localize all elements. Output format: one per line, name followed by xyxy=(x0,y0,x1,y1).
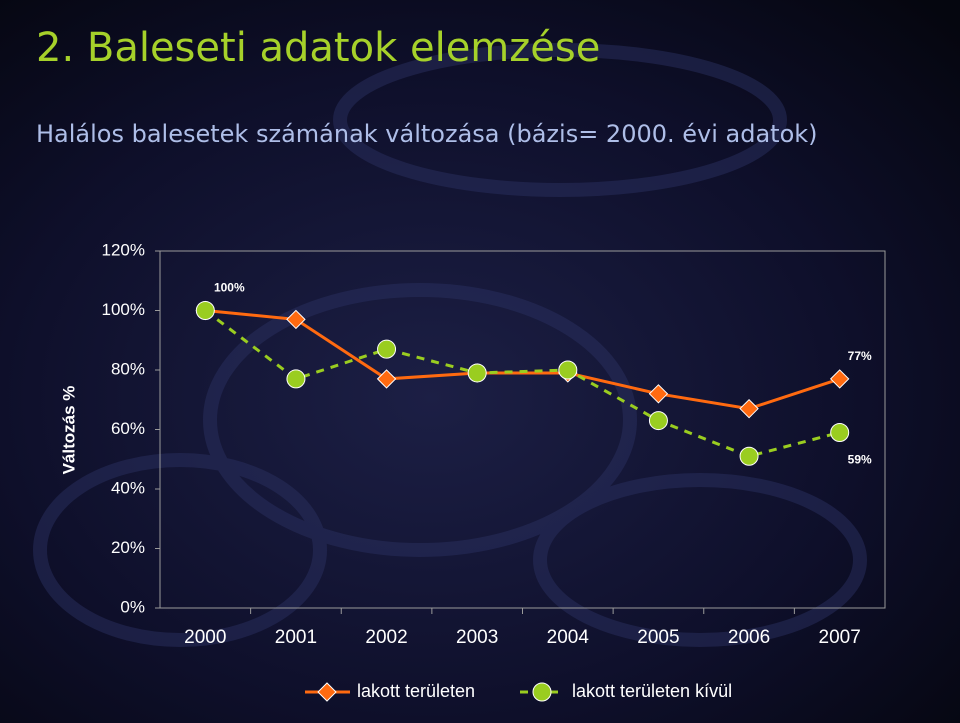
data-point xyxy=(648,411,668,431)
data-point xyxy=(830,422,850,442)
x-tick-label: 2000 xyxy=(184,627,226,648)
data-point xyxy=(739,398,759,419)
background-pattern xyxy=(33,43,867,647)
x-tick-label: 2003 xyxy=(456,627,498,648)
subtitle: Halálos balesetek számának változása (bá… xyxy=(36,120,818,148)
data-point xyxy=(829,369,850,389)
data-label: 59% xyxy=(848,453,872,467)
data-point xyxy=(376,369,397,389)
data-point xyxy=(648,384,669,404)
data-point xyxy=(286,309,306,330)
data-point xyxy=(558,360,578,380)
y-tick-label: 120% xyxy=(102,240,145,259)
x-tick-label: 2007 xyxy=(819,627,861,648)
data-point xyxy=(286,369,306,389)
data-point xyxy=(467,363,487,383)
legend-marker xyxy=(317,682,337,702)
legend-marker xyxy=(532,682,552,702)
x-tick-label: 2004 xyxy=(547,627,590,648)
data-point xyxy=(377,339,397,359)
y-tick-label: 40% xyxy=(111,478,145,497)
legend-label: lakott területen kívül xyxy=(572,681,732,701)
data-point xyxy=(195,301,215,320)
series-line xyxy=(204,309,841,458)
y-tick-label: 0% xyxy=(120,597,145,616)
y-axis-label: Változás % xyxy=(59,386,78,475)
legend-label: lakott területen xyxy=(357,681,475,701)
y-tick-label: 20% xyxy=(111,538,145,557)
x-tick-label: 2005 xyxy=(637,627,679,648)
data-label: 77% xyxy=(848,349,872,363)
y-tick-label: 80% xyxy=(111,359,145,378)
data-point xyxy=(739,446,759,466)
y-tick-label: 60% xyxy=(111,419,145,438)
x-tick-label: 2002 xyxy=(365,627,407,648)
y-tick-label: 100% xyxy=(102,300,145,319)
x-tick-label: 2006 xyxy=(728,627,770,648)
x-tick-label: 2001 xyxy=(275,627,317,648)
data-label: 100% xyxy=(214,281,245,295)
title: 2. Baleseti adatok elemzése xyxy=(36,25,600,71)
